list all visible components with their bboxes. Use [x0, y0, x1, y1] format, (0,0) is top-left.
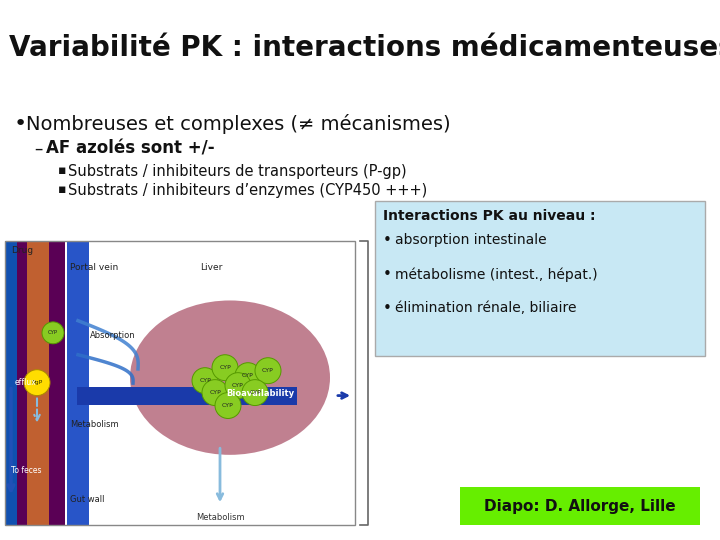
Circle shape — [212, 355, 238, 381]
Text: PgP: PgP — [32, 380, 42, 385]
Text: CYP: CYP — [199, 378, 211, 383]
Text: CYP: CYP — [219, 365, 231, 370]
Text: •: • — [14, 114, 27, 134]
Text: CYP: CYP — [242, 373, 254, 378]
Bar — [460, 487, 700, 525]
Text: Absorption: Absorption — [90, 331, 135, 340]
Bar — [27, 241, 49, 525]
Text: Drug: Drug — [11, 246, 33, 255]
Text: To feces: To feces — [11, 466, 42, 475]
Circle shape — [235, 363, 261, 389]
Text: –: – — [34, 140, 42, 158]
Text: •: • — [383, 267, 392, 282]
Text: CYP: CYP — [262, 368, 274, 373]
Bar — [67, 241, 89, 525]
Text: métabolisme (intest., hépat.): métabolisme (intest., hépat.) — [395, 267, 598, 281]
Text: élimination rénale, biliaire: élimination rénale, biliaire — [395, 301, 577, 315]
Text: Diapo: D. Allorge, Lille: Diapo: D. Allorge, Lille — [484, 498, 676, 514]
Text: AF azolés sont +/-: AF azolés sont +/- — [46, 140, 215, 158]
Bar — [5, 241, 17, 525]
Text: •: • — [383, 233, 392, 248]
Circle shape — [24, 370, 50, 396]
Text: ▪: ▪ — [58, 184, 66, 197]
Text: CYP: CYP — [249, 390, 261, 395]
Circle shape — [225, 373, 251, 399]
Ellipse shape — [130, 300, 330, 455]
Text: CYP: CYP — [209, 390, 221, 395]
Text: Bioavailability: Bioavailability — [226, 389, 294, 398]
Text: efflux: efflux — [15, 378, 37, 387]
Text: CYP: CYP — [48, 330, 58, 335]
Text: CYP: CYP — [232, 383, 244, 388]
Text: •: • — [383, 301, 392, 316]
Text: Gut wall: Gut wall — [70, 495, 104, 504]
Bar — [5, 241, 65, 525]
Bar — [5, 241, 355, 525]
Bar — [375, 201, 705, 356]
Text: ▪: ▪ — [58, 164, 66, 177]
Circle shape — [242, 380, 268, 406]
Circle shape — [192, 368, 218, 394]
Text: Substrats / inhibiteurs de transporteurs (P-gp): Substrats / inhibiteurs de transporteurs… — [68, 164, 407, 179]
Circle shape — [215, 393, 241, 418]
Text: CYP: CYP — [222, 403, 234, 408]
Text: Nombreuses et complexes (≠ mécanismes): Nombreuses et complexes (≠ mécanismes) — [26, 114, 451, 134]
Text: Portal vein: Portal vein — [70, 263, 118, 272]
Text: Metabolism: Metabolism — [70, 421, 119, 429]
Text: absorption intestinale: absorption intestinale — [395, 233, 546, 247]
Circle shape — [255, 357, 281, 383]
Bar — [5, 241, 355, 525]
Text: Liver: Liver — [200, 263, 222, 272]
Text: Variabilité PK : interactions médicamenteuses: Variabilité PK : interactions médicament… — [9, 33, 720, 62]
Text: Metabolism: Metabolism — [196, 513, 244, 522]
Circle shape — [202, 380, 228, 406]
Circle shape — [42, 322, 64, 344]
Text: Substrats / inhibiteurs d’enzymes (CYP450 +++): Substrats / inhibiteurs d’enzymes (CYP45… — [68, 184, 427, 198]
Text: Interactions PK au niveau :: Interactions PK au niveau : — [383, 210, 595, 224]
Bar — [77, 387, 297, 404]
